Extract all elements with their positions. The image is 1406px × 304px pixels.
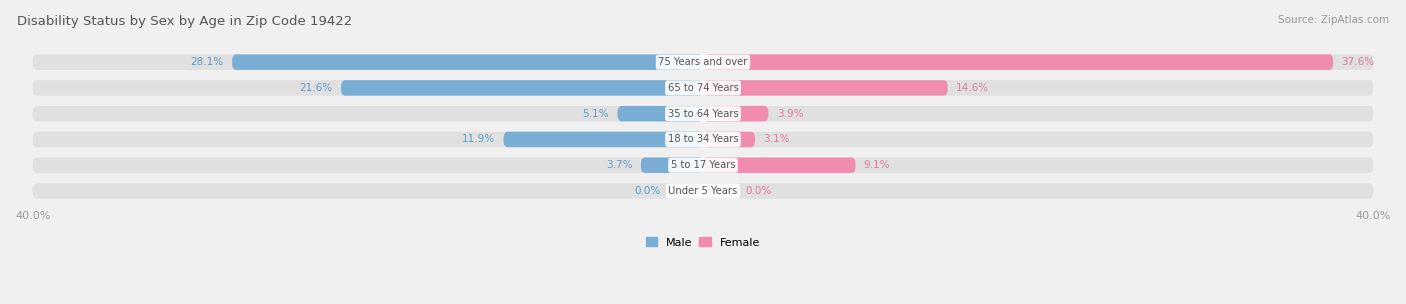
Text: 14.6%: 14.6%: [956, 83, 990, 93]
FancyBboxPatch shape: [703, 106, 768, 121]
FancyBboxPatch shape: [641, 157, 703, 173]
Text: 21.6%: 21.6%: [299, 83, 333, 93]
FancyBboxPatch shape: [32, 132, 1374, 147]
FancyBboxPatch shape: [503, 132, 703, 147]
Text: 3.7%: 3.7%: [606, 160, 633, 170]
Text: 5 to 17 Years: 5 to 17 Years: [671, 160, 735, 170]
Text: 75 Years and over: 75 Years and over: [658, 57, 748, 67]
Text: 3.9%: 3.9%: [776, 109, 803, 119]
FancyBboxPatch shape: [342, 80, 703, 96]
FancyBboxPatch shape: [703, 157, 855, 173]
Text: 28.1%: 28.1%: [191, 57, 224, 67]
FancyBboxPatch shape: [32, 183, 1374, 199]
FancyBboxPatch shape: [703, 132, 755, 147]
FancyBboxPatch shape: [32, 106, 1374, 121]
Legend: Male, Female: Male, Female: [647, 237, 759, 248]
FancyBboxPatch shape: [32, 80, 1374, 96]
Text: 65 to 74 Years: 65 to 74 Years: [668, 83, 738, 93]
Text: 37.6%: 37.6%: [1341, 57, 1375, 67]
Text: 35 to 64 Years: 35 to 64 Years: [668, 109, 738, 119]
Text: 0.0%: 0.0%: [745, 186, 770, 196]
Text: 0.0%: 0.0%: [636, 186, 661, 196]
Text: 18 to 34 Years: 18 to 34 Years: [668, 134, 738, 144]
FancyBboxPatch shape: [617, 106, 703, 121]
Text: 11.9%: 11.9%: [463, 134, 495, 144]
Text: Under 5 Years: Under 5 Years: [668, 186, 738, 196]
Text: Disability Status by Sex by Age in Zip Code 19422: Disability Status by Sex by Age in Zip C…: [17, 15, 352, 28]
Text: Source: ZipAtlas.com: Source: ZipAtlas.com: [1278, 15, 1389, 25]
FancyBboxPatch shape: [703, 80, 948, 96]
FancyBboxPatch shape: [32, 54, 1374, 70]
FancyBboxPatch shape: [703, 54, 1333, 70]
Text: 5.1%: 5.1%: [582, 109, 609, 119]
Text: 9.1%: 9.1%: [863, 160, 890, 170]
FancyBboxPatch shape: [32, 157, 1374, 173]
Text: 3.1%: 3.1%: [763, 134, 790, 144]
FancyBboxPatch shape: [232, 54, 703, 70]
